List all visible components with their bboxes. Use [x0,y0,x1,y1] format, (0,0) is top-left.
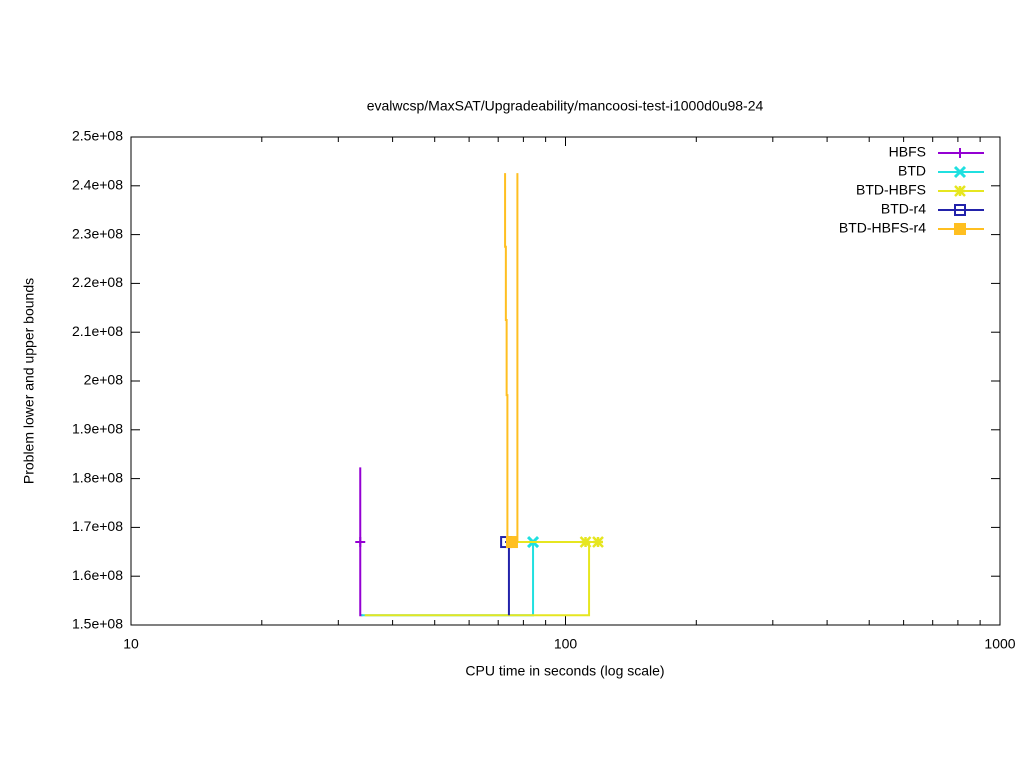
plot-frame [130,136,1001,626]
y-tick-label: 1.7e+08 [72,518,123,534]
y-tick-label: 2.1e+08 [72,323,123,339]
x-tick-label: 1000 [984,636,1015,652]
series-line [505,541,510,616]
x-tick-label: 10 [123,636,139,652]
y-tick-label: 2.5e+08 [72,128,123,144]
x-tick-label: 100 [554,636,578,652]
y-tick-label: 1.9e+08 [72,421,123,437]
series-line [361,542,535,617]
y-tick-label: 2.3e+08 [72,225,123,241]
legend-label: BTD-HBFS [856,182,926,198]
legend-label: BTD-r4 [881,201,926,217]
series-line [504,173,509,543]
y-tick-label: 1.5e+08 [72,616,123,632]
y-tick-label: 2.4e+08 [72,177,123,193]
legend-label: BTD-HBFS-r4 [839,220,926,236]
y-axis-label: Problem lower and upper bounds [21,278,37,484]
y-tick-label: 2e+08 [84,372,124,388]
marker [579,536,592,548]
marker [592,536,604,548]
chart-title: evalwcsp/MaxSAT/Upgradeability/mancoosi-… [367,98,764,114]
legend-marker [954,204,966,216]
marker [355,537,366,548]
y-tick-label: 2.2e+08 [72,274,123,290]
y-tick-label: 1.6e+08 [72,567,123,583]
legend-marker [955,148,965,158]
y-tick-label: 1.8e+08 [72,469,123,485]
marker [505,536,518,549]
legend-marker [954,223,966,235]
x-axis-label: CPU time in seconds (log scale) [465,663,664,679]
legend-marker [953,165,967,179]
series-line [364,542,591,617]
legend-marker [954,185,966,197]
legend-label: BTD [898,163,926,179]
legend-label: HBFS [889,144,926,160]
